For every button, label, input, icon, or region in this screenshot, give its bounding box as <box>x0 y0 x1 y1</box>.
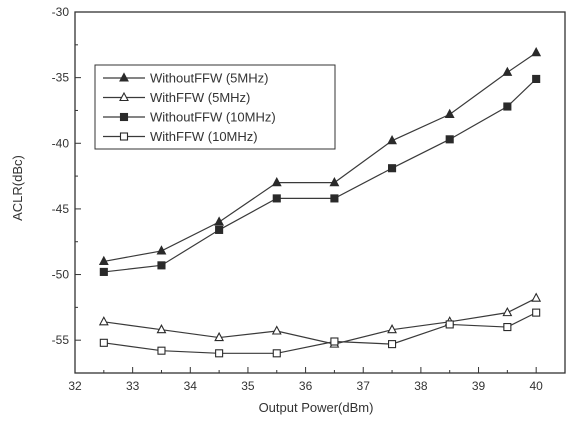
data-point <box>445 135 454 144</box>
legend-label: WithFFW (10MHz) <box>150 129 258 144</box>
data-point <box>387 324 397 334</box>
legend-item: WithoutFFW (10MHz) <box>103 110 276 125</box>
y-tick-label: -55 <box>52 333 70 347</box>
x-tick-label: 32 <box>68 379 82 393</box>
y-tick-label: -30 <box>52 5 70 19</box>
data-point <box>215 349 224 358</box>
data-point <box>99 267 108 276</box>
y-axis-ticks: -55 -50 -45 -40 -35 -30 <box>52 5 81 374</box>
data-point <box>329 176 340 187</box>
plot-area-border <box>74 11 566 374</box>
data-point <box>330 337 339 346</box>
data-point <box>214 216 225 226</box>
legend-box <box>94 64 336 150</box>
plot-frame <box>74 11 566 374</box>
legend-marker <box>119 112 129 122</box>
data-point <box>531 292 542 302</box>
data-point <box>502 306 513 317</box>
data-point <box>388 340 397 349</box>
data-point <box>532 74 541 83</box>
series-3 <box>99 74 541 276</box>
legend-marker <box>119 72 129 82</box>
series-4 <box>99 308 541 358</box>
legend-item: WithoutFFW (5MHz) <box>103 71 268 86</box>
data-point <box>503 102 512 111</box>
x-tick-label: 37 <box>357 379 371 393</box>
legend-marker <box>119 91 129 102</box>
data-point <box>98 316 109 326</box>
y-axis-title: ACLR(dBc) <box>10 155 25 221</box>
data-point <box>215 225 224 234</box>
data-point <box>156 245 167 255</box>
y-tick-label: -50 <box>52 268 70 282</box>
x-axis-ticks: 32 33 34 35 36 37 38 39 40 <box>68 367 543 393</box>
data-point <box>157 261 166 270</box>
data-point <box>272 349 281 358</box>
x-tick-label: 36 <box>299 379 313 393</box>
x-axis-title: Output Power(dBm) <box>259 400 374 415</box>
data-point <box>531 47 542 57</box>
y-tick-label: -45 <box>52 202 70 216</box>
data-point <box>388 164 397 173</box>
legend-label: WithFFW (5MHz) <box>150 90 250 105</box>
legend-item: WithFFW (10MHz) <box>103 129 258 144</box>
data-point <box>99 338 108 347</box>
data-point <box>502 66 513 76</box>
data-point <box>156 324 167 334</box>
data-point <box>532 308 541 317</box>
series-layer <box>98 47 542 358</box>
data-point <box>98 255 109 265</box>
data-point <box>271 176 282 187</box>
data-point <box>445 320 454 329</box>
legend-label: WithoutFFW (10MHz) <box>150 110 276 125</box>
x-tick-label: 38 <box>414 379 428 393</box>
data-point <box>387 134 397 145</box>
legend-item: WithFFW (5MHz) <box>103 90 250 105</box>
legend-marker <box>119 132 129 141</box>
data-point <box>503 323 512 332</box>
legend: WithoutFFW (5MHz) WithFFW (5MHz) WithoutFF… <box>94 64 336 150</box>
x-tick-label: 33 <box>126 379 140 393</box>
legend-label: WithoutFFW (5MHz) <box>150 71 268 86</box>
series-line <box>103 297 537 345</box>
y-tick-label: -35 <box>52 71 70 85</box>
data-point <box>157 346 166 355</box>
x-tick-label: 34 <box>184 379 198 393</box>
data-point <box>214 331 225 342</box>
series-1 <box>98 47 542 265</box>
data-point <box>330 194 339 203</box>
x-tick-label: 35 <box>241 379 255 393</box>
series-2 <box>98 292 542 348</box>
x-tick-label: 40 <box>529 379 543 393</box>
data-point <box>272 194 281 203</box>
y-tick-label: -40 <box>52 136 70 150</box>
data-point <box>444 108 455 118</box>
data-point <box>271 325 282 335</box>
x-tick-label: 39 <box>472 379 486 393</box>
